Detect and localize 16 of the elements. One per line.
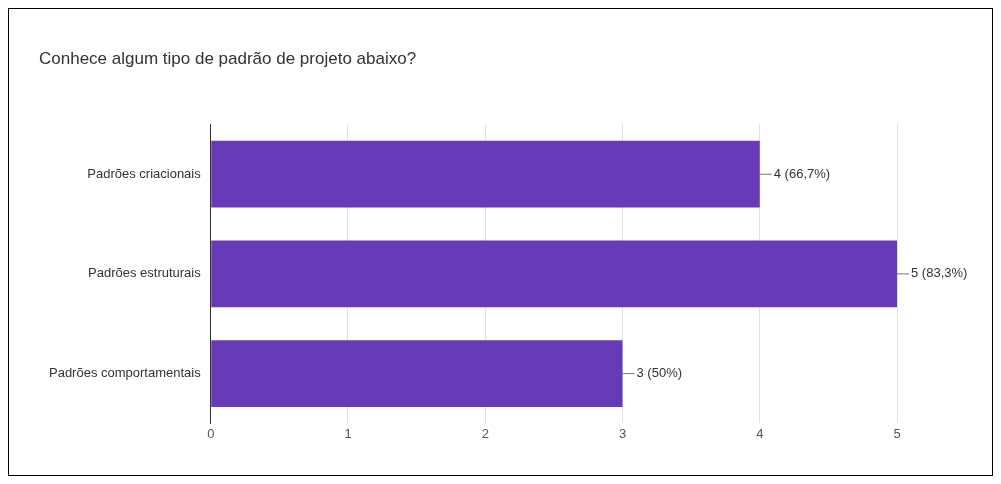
x-tick-label: 5 — [893, 425, 901, 441]
x-tick-label: 0 — [207, 425, 215, 441]
x-tick-label: 4 — [756, 425, 764, 441]
chart-title: Conhece algum tipo de padrão de projeto abaixo? — [39, 48, 417, 68]
x-tick-label: 1 — [344, 425, 352, 441]
data-label: 4 (66,7%) — [773, 165, 831, 181]
data-label: 5 (83,3%) — [911, 265, 968, 281]
bar — [211, 340, 623, 407]
y-tick-label: Padrões estruturais — [88, 265, 202, 281]
y-tick-label: Padrões criacionais — [87, 165, 202, 181]
x-tick-label: 2 — [481, 425, 489, 441]
y-tick-label: Padrões comportamentais — [48, 365, 202, 381]
x-tick-label: 3 — [618, 425, 627, 441]
bar — [211, 140, 760, 208]
data-label: 3 (50%) — [636, 365, 683, 381]
bar — [211, 240, 897, 308]
